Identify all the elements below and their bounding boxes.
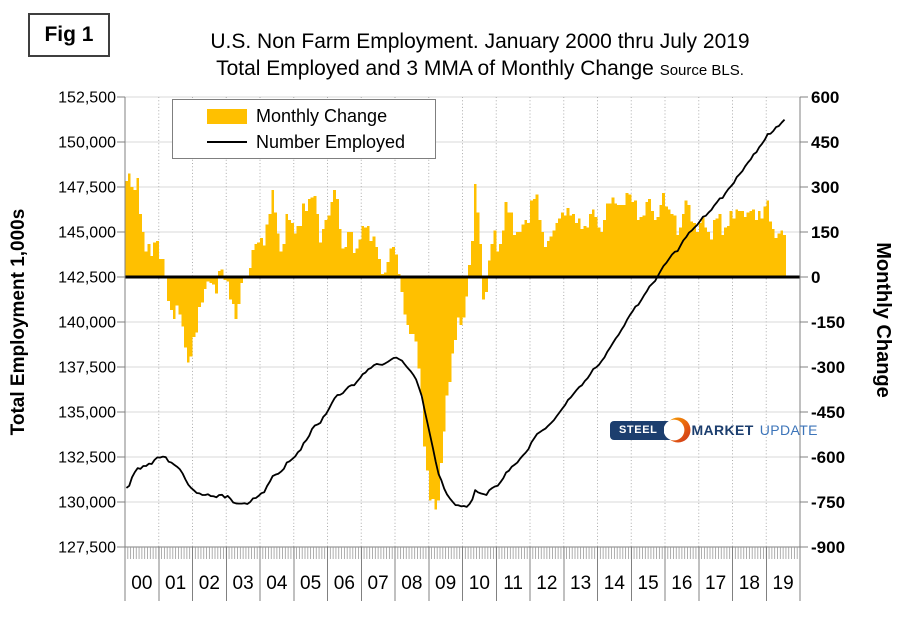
x-axis-year-label: 02 (199, 573, 220, 594)
x-axis-year-label: 05 (300, 573, 321, 594)
right-axis-tick-label: -900 (811, 538, 845, 557)
left-axis-tick-label: 147,500 (58, 180, 116, 197)
left-axis-tick-label: 140,000 (58, 315, 116, 332)
chart-legend: Monthly Change Number Employed (172, 99, 436, 159)
logo-update-text: UPDATE (759, 422, 818, 438)
left-axis-tick-label: 127,500 (58, 540, 116, 557)
legend-label-monthly-change: Monthly Change (256, 105, 388, 126)
right-axis-tick-label: 600 (811, 88, 839, 107)
x-axis-year-label: 12 (536, 573, 557, 594)
x-axis-year-label: 18 (739, 573, 760, 594)
year-labels: 00 01 02 03 04 05 06 07 08 09 10 11 12 13 14 15 16 17 18 19 (131, 573, 793, 594)
legend-label-number-employed: Number Employed (256, 131, 406, 152)
x-axis-year-label: 16 (671, 573, 692, 594)
x-axis-year-label: 10 (469, 573, 490, 594)
x-axis-year-label: 08 (401, 573, 422, 594)
logo-market-text: MARKET (691, 422, 754, 438)
figure-number-label: Fig 1 (44, 23, 94, 46)
left-axis-tick-label: 142,500 (58, 270, 116, 287)
x-axis-year-label: 03 (233, 573, 254, 594)
right-axis-tick-label: -600 (811, 448, 845, 467)
year-separators (124, 547, 801, 601)
x-axis-year-label: 11 (503, 573, 523, 594)
x-axis-year-label: 13 (570, 573, 591, 594)
left-axis-title: Total Employment 1,000s (8, 208, 29, 436)
right-axis-tick-label: 0 (811, 268, 820, 287)
x-axis-year-label: 19 (773, 573, 794, 594)
left-axis-tick-label: 135,000 (58, 405, 116, 422)
x-axis-year-label: 15 (638, 573, 659, 594)
right-axis-tick-label: -750 (811, 493, 845, 512)
left-axis-tick-labels: 152,500 150,000 147,500 145,000 142,500 140,0… (58, 90, 116, 557)
logo-steel-text: STEEL (610, 420, 678, 440)
chart-source-label: Source BLS. (659, 62, 744, 80)
right-axis-tick-labels: 600 450 300 150 0 -150 -300 -450 -600 -750 -900 (811, 88, 845, 557)
x-axis-year-label: 01 (165, 573, 186, 594)
right-axis-tick-label: -450 (811, 403, 845, 422)
chart-titles: U.S. Non Farm Employment. January 2000 t… (140, 28, 820, 83)
right-axis-tick-label: 300 (811, 178, 839, 197)
x-axis-year-label: 00 (131, 573, 152, 594)
chart-title-line2: Total Employed and 3 MMA of Monthly Chan… (140, 55, 820, 82)
x-axis-year-label: 17 (705, 573, 726, 594)
x-axis-year-label: 06 (334, 573, 355, 594)
axis-tick-marks (117, 96, 808, 548)
left-axis-tick-label: 152,500 (58, 90, 116, 107)
chart-title-line1: U.S. Non Farm Employment. January 2000 t… (210, 30, 750, 53)
left-axis-tick-label: 132,500 (58, 450, 116, 467)
right-axis-tick-label: -150 (811, 313, 845, 332)
left-axis-tick-label: 137,500 (58, 360, 116, 377)
right-axis-tick-label: 150 (811, 223, 839, 242)
logo-crescent-icon (664, 417, 691, 443)
legend-swatch-monthly-change (207, 108, 247, 124)
right-axis-title: Monthly Change (872, 242, 894, 398)
left-axis-tick-label: 130,000 (58, 495, 116, 512)
legend-item-number-employed: Number Employed (207, 132, 435, 153)
x-axis-year-label: 07 (368, 573, 389, 594)
steel-market-update-logo: STEEL MARKET UPDATE (610, 415, 818, 445)
right-axis-tick-label: 450 (811, 133, 839, 152)
left-axis-tick-label: 145,000 (58, 225, 116, 242)
x-axis-year-label: 04 (266, 573, 288, 594)
legend-item-monthly-change: Monthly Change (207, 106, 435, 127)
chart-title-line2-text: Total Employed and 3 MMA of Monthly Chan… (216, 57, 654, 81)
employment-line (125, 119, 786, 508)
figure-number-box: Fig 1 (28, 13, 110, 57)
x-axis-year-label: 14 (604, 573, 626, 594)
x-axis-minor-ticks (124, 547, 801, 559)
monthly-change-bars (125, 173, 786, 510)
legend-swatch-number-employed (207, 141, 247, 143)
left-axis-tick-label: 150,000 (58, 135, 116, 152)
right-axis-tick-label: -300 (811, 358, 845, 377)
x-axis-year-label: 09 (435, 573, 456, 594)
